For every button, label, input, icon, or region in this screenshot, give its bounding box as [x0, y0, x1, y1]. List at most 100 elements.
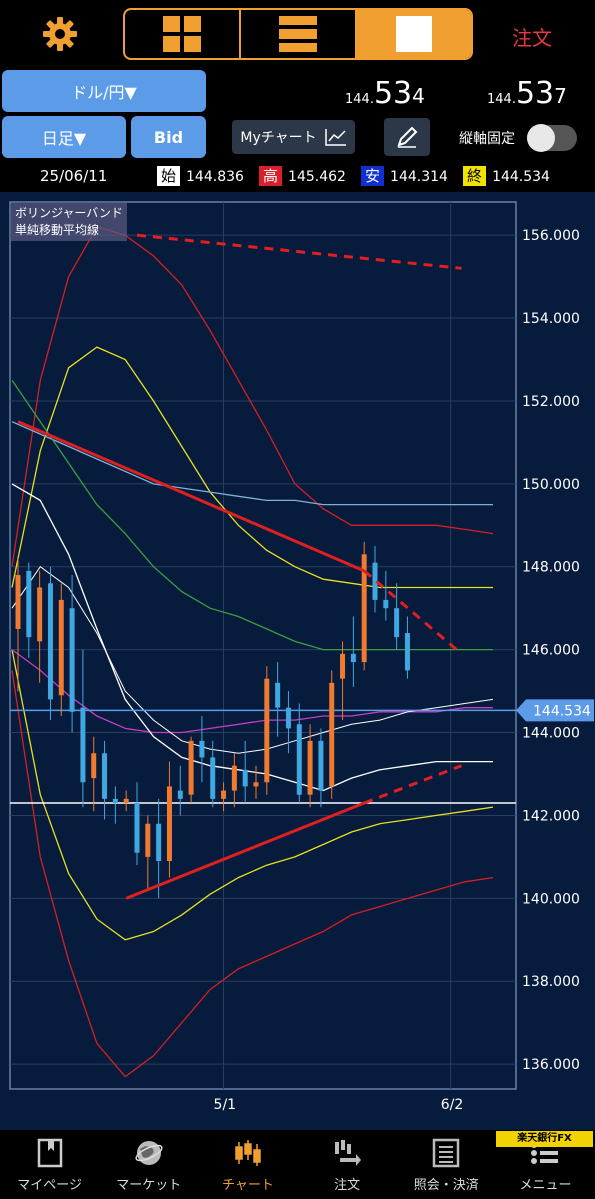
bid-ask-toggle[interactable]: Bid	[131, 116, 206, 158]
candle-body	[145, 823, 151, 857]
nav-label: メニュー	[519, 1178, 572, 1193]
layout-switcher	[123, 8, 473, 60]
candle-body	[102, 753, 108, 799]
bollinger-lower2-line	[11, 670, 494, 1078]
candlestick-icon	[235, 1140, 261, 1166]
ohlc-date: 25/06/11	[40, 167, 108, 185]
bid-price: 144.534	[345, 76, 425, 111]
close-value: 144.534	[492, 169, 550, 185]
open-value: 144.836	[186, 169, 244, 185]
nav-label: マイページ	[17, 1178, 82, 1193]
axis-lock-label: 縦軸固定	[459, 131, 515, 147]
order-link[interactable]: 注文	[512, 26, 552, 50]
y-tick-label: 152.000	[522, 394, 580, 410]
indicator-legend[interactable]: ボリンジャーバンド 単純移動平均線	[11, 203, 127, 241]
candle-body	[296, 724, 302, 795]
nav-label: チャート	[221, 1178, 274, 1193]
candle-body	[112, 798, 118, 804]
currency-pair-select[interactable]: ドル/円▼	[2, 70, 206, 112]
candle-body	[221, 790, 227, 799]
low-value: 144.314	[390, 169, 448, 185]
candle-body	[123, 798, 129, 804]
candle-body	[47, 583, 53, 700]
bollinger-upper1-line	[11, 346, 493, 589]
ask-price-big: 53	[515, 76, 555, 111]
axis-lock-toggle[interactable]	[527, 124, 577, 152]
nav-mypage[interactable]: マイページ	[0, 1130, 99, 1199]
bookmark-page-icon	[37, 1138, 62, 1168]
sma-mid-line	[11, 379, 493, 651]
bollinger-upper2-line	[11, 226, 494, 567]
globe-icon	[135, 1141, 163, 1165]
candle-body	[69, 608, 75, 712]
current-price-tag	[516, 699, 594, 722]
y-tick-label: 154.000	[522, 311, 580, 327]
nav-label: 注文	[334, 1178, 361, 1193]
y-tick-label: 138.000	[522, 974, 580, 990]
nav-chart[interactable]: チャート	[198, 1130, 297, 1199]
chart-area[interactable]: 156.000 154.000 152.000 150.000 148.000 146.0…	[0, 192, 595, 1130]
candle-body	[134, 803, 140, 853]
sma-magenta-line	[11, 649, 493, 734]
open-tag: 始	[157, 166, 181, 186]
y-tick-label: 150.000	[522, 477, 580, 493]
nav-label: 照会・決済	[413, 1178, 479, 1193]
bid-price-big: 53	[373, 76, 413, 111]
bottom-nav: マイページ マーケット チャート 注文 照会・決済 メニュー	[0, 1130, 595, 1199]
candle-body	[264, 678, 270, 783]
candle-body	[37, 587, 43, 642]
candle-body	[166, 786, 172, 862]
mychart-button[interactable]: Myチャート	[232, 120, 355, 154]
candle-body	[404, 633, 410, 671]
candle-body	[394, 608, 400, 638]
y-tick-label: 144.000	[522, 726, 580, 742]
layout-single-button[interactable]	[357, 10, 471, 58]
order-icon	[335, 1140, 362, 1166]
bollinger-lower1-line	[11, 649, 494, 941]
nav-label: マーケット	[116, 1178, 182, 1193]
candle-body	[253, 782, 259, 787]
candle-body	[361, 554, 367, 663]
candle-body	[307, 740, 313, 795]
trendline	[363, 764, 463, 805]
candle-body	[350, 653, 356, 663]
high-value: 145.462	[288, 169, 346, 185]
sma-slow-line	[11, 421, 493, 506]
current-price-label: 144.534	[533, 703, 591, 719]
layout-grid-button[interactable]	[125, 10, 241, 58]
mychart-label: Myチャート	[240, 130, 317, 146]
bid-price-prefix: 144.	[345, 92, 374, 107]
trendline	[136, 233, 462, 270]
ask-price: 144.537	[487, 76, 567, 111]
period-select[interactable]: 日足▼	[2, 116, 126, 158]
gear-icon[interactable]	[40, 14, 80, 54]
candle-body	[340, 653, 346, 679]
candle-body	[91, 753, 97, 779]
layout-rows-button[interactable]	[241, 10, 357, 58]
nav-order[interactable]: 注文	[298, 1130, 397, 1199]
candle-body	[156, 823, 162, 862]
trendline	[17, 420, 365, 573]
candle-body	[80, 707, 86, 783]
single-panel-icon	[396, 16, 432, 52]
trendline	[363, 569, 463, 655]
legend-bollinger: ボリンジャーバンド	[15, 206, 123, 220]
grid-4-icon	[163, 16, 201, 52]
toggle-knob	[527, 124, 555, 152]
top-bar: 注文	[0, 0, 595, 68]
pencil-icon	[397, 126, 418, 148]
candlestick-chart[interactable]: 156.000 154.000 152.000 150.000 148.000 146.0…	[0, 192, 595, 1130]
draw-tool-button[interactable]	[384, 118, 430, 156]
sma-fast-line	[11, 483, 493, 792]
candle-body	[231, 765, 237, 791]
candle-body	[318, 740, 324, 791]
line-chart-icon	[324, 129, 346, 146]
high-tag: 高	[259, 166, 283, 186]
y-tick-label: 136.000	[522, 1057, 580, 1073]
y-tick-label: 156.000	[522, 228, 580, 244]
list-document-icon	[433, 1138, 460, 1168]
y-tick-label: 148.000	[522, 560, 580, 576]
nav-inquiry[interactable]: 照会・決済	[397, 1130, 496, 1199]
ask-price-prefix: 144.	[487, 92, 516, 107]
nav-market[interactable]: マーケット	[99, 1130, 198, 1199]
